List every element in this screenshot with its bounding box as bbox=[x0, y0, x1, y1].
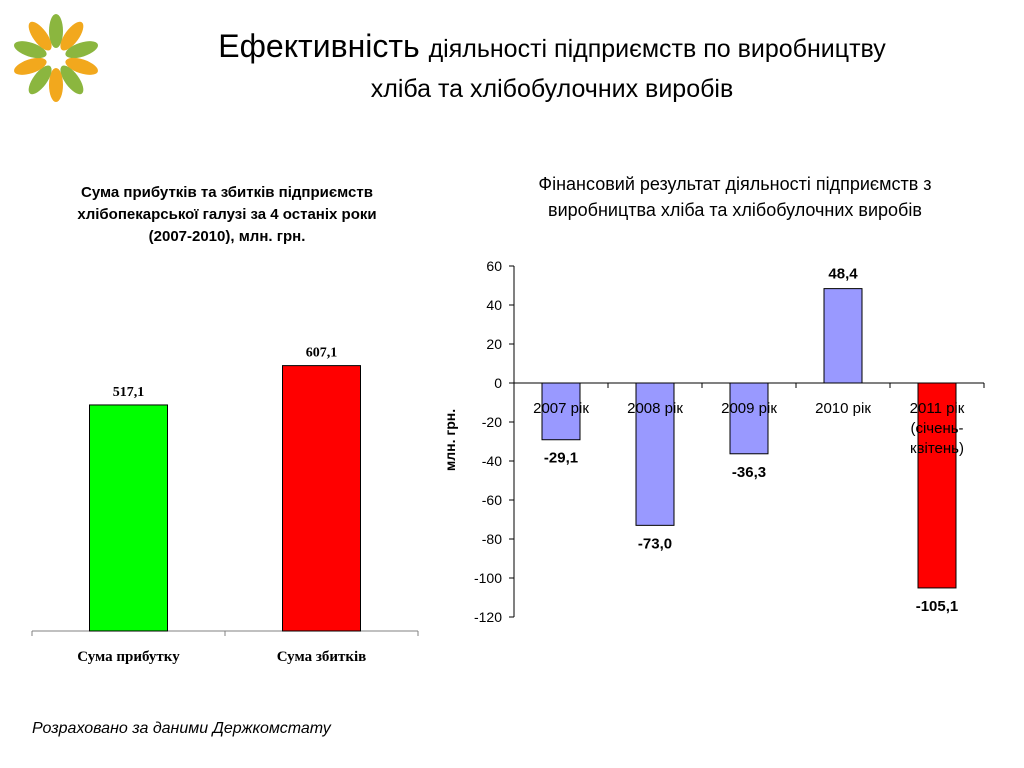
logo-petal bbox=[65, 57, 98, 75]
logo-center bbox=[48, 50, 64, 66]
right-category-label: 2007 рік bbox=[533, 400, 589, 417]
slide-title: Ефективність діяльності підприємств по в… bbox=[112, 26, 992, 106]
logo-petal bbox=[65, 41, 98, 59]
logo-petal-shape bbox=[65, 57, 98, 75]
right-bar bbox=[541, 382, 581, 441]
right-bar-value-label: -29,1 bbox=[544, 450, 578, 467]
logo-petal bbox=[28, 21, 52, 51]
right-y-tick-label: 20 bbox=[486, 336, 502, 352]
left-chart-title: Сума прибутків та збитків підприємств хл… bbox=[77, 184, 377, 245]
right-bar-value-label: 48,4 bbox=[828, 266, 858, 283]
right-y-tick-label: -80 bbox=[482, 531, 502, 547]
right-y-tick-label: -100 bbox=[474, 570, 502, 586]
right-category-label-line: (січень- bbox=[910, 420, 963, 437]
right-y-tick-label: 60 bbox=[486, 258, 502, 274]
logo-petal bbox=[28, 65, 52, 95]
slide-title-line2: хліба та хлібобулочних виробів bbox=[370, 75, 734, 103]
logo-petal bbox=[49, 68, 63, 102]
right-bar bbox=[823, 288, 863, 384]
logo-petal bbox=[60, 21, 84, 51]
logo-petal-shape bbox=[14, 41, 47, 59]
right-chart-title: Фінансовий результат діяльності підприєм… bbox=[538, 174, 932, 220]
logo-petal-shape bbox=[28, 65, 52, 95]
right-y-tick-label: -120 bbox=[474, 609, 502, 625]
right-y-tick-label: -20 bbox=[482, 414, 502, 430]
right-bar-value-label: -105,1 bbox=[916, 598, 959, 615]
slide-title-rest: діяльності підприємств по виробництву bbox=[428, 35, 886, 63]
right-category-label-line: 2009 рік bbox=[721, 400, 777, 417]
left-category-label: Сума збитків bbox=[277, 649, 367, 665]
left-bar bbox=[282, 365, 361, 632]
source-footnote: Розраховано за даними Держкомстату bbox=[32, 720, 331, 737]
logo-petal-shape bbox=[49, 14, 63, 48]
right-bar bbox=[635, 382, 675, 526]
logo-petal bbox=[14, 57, 47, 75]
right-category-label: 2011 рік (січень-квітень) bbox=[910, 400, 965, 457]
right-category-label-line: 2007 рік bbox=[533, 400, 589, 417]
logo-petal-shape bbox=[14, 57, 47, 75]
right-category-label-line: 2011 рік bbox=[910, 400, 965, 417]
left-bar-value-label: 607,1 bbox=[306, 346, 338, 361]
right-category-label: 2009 рік bbox=[721, 400, 777, 417]
right-category-label-line: квітень) bbox=[910, 440, 964, 457]
right-y-axis-label: млн. грн. bbox=[442, 409, 458, 471]
left-bar bbox=[89, 404, 168, 632]
right-bar bbox=[729, 382, 769, 455]
logo-petal-shape bbox=[28, 21, 52, 51]
right-bar-value-label: -36,3 bbox=[732, 464, 766, 481]
slide-title-main: Ефективність bbox=[218, 28, 420, 64]
logo-petal bbox=[49, 14, 63, 48]
right-y-tick-label: -60 bbox=[482, 492, 502, 508]
right-category-label: 2008 рік bbox=[627, 400, 683, 417]
logo-petal-shape bbox=[65, 41, 98, 59]
logo-petal-shape bbox=[60, 21, 84, 51]
logo-petal bbox=[14, 41, 47, 59]
logo-petal bbox=[60, 65, 84, 95]
left-bar-value-label: 517,1 bbox=[113, 385, 145, 400]
right-y-tick-label: 40 bbox=[486, 297, 502, 313]
right-category-label: 2010 рік bbox=[815, 400, 871, 417]
right-category-label-line: 2010 рік bbox=[815, 400, 871, 417]
right-bar-value-label: -73,0 bbox=[638, 535, 672, 552]
right-bar-chart: 60 40 20 0 -20 -40 -60 -80 -100 -120 млн. грн. -29,… bbox=[442, 258, 985, 625]
sunflower-logo-icon bbox=[14, 14, 98, 102]
logo-petal-shape bbox=[60, 65, 84, 95]
left-bar-chart: 517,1 Сума прибутку 607,1 Сума збитків bbox=[31, 346, 419, 665]
right-category-label-line: 2008 рік bbox=[627, 400, 683, 417]
logo-petal-shape bbox=[49, 68, 63, 102]
right-y-tick-label: -40 bbox=[482, 453, 502, 469]
left-category-label: Сума прибутку bbox=[77, 649, 180, 665]
right-y-tick-label: 0 bbox=[494, 375, 502, 391]
